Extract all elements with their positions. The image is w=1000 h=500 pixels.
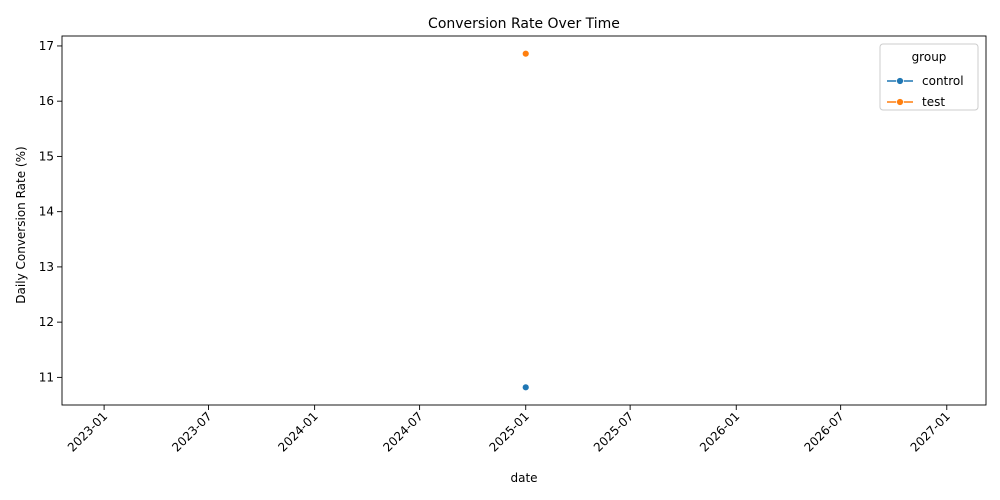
legend: group control test xyxy=(879,43,979,111)
y-tick-label: 15 xyxy=(39,149,54,163)
y-axis-label: Daily Conversion Rate (%) xyxy=(14,146,28,303)
legend-label: control xyxy=(922,74,964,88)
x-tick-label: 2026-01 xyxy=(697,409,742,454)
legend-item-test: test xyxy=(887,95,945,109)
y-tick-label: 11 xyxy=(39,370,54,384)
y-tick-label: 12 xyxy=(39,315,54,329)
x-tick-label: 2027-01 xyxy=(908,409,953,454)
x-axis-label: date xyxy=(510,471,537,485)
chart-title: Conversion Rate Over Time xyxy=(428,16,620,32)
legend-title: group xyxy=(912,50,947,64)
series-control xyxy=(521,383,530,392)
plot-frame xyxy=(61,35,987,406)
y-tick-label: 13 xyxy=(39,260,54,274)
x-tick-label: 2023-01 xyxy=(65,409,110,454)
legend-marker xyxy=(896,77,904,85)
legend-item-control: control xyxy=(887,74,964,88)
x-axis: 2023-01 2023-07 2024-01 2024-07 2025-01 2025-… xyxy=(65,405,953,455)
y-tick-label: 17 xyxy=(39,39,54,53)
x-tick-label: 2024-07 xyxy=(380,409,425,454)
series-test xyxy=(521,49,530,58)
x-tick-label: 2026-07 xyxy=(801,409,846,454)
x-tick-label: 2025-01 xyxy=(486,409,531,454)
x-tick-label: 2025-07 xyxy=(591,409,636,454)
data-point xyxy=(521,49,530,58)
plot-area xyxy=(61,35,987,406)
legend-label: test xyxy=(922,95,945,109)
y-tick-label: 16 xyxy=(39,94,54,108)
y-axis: 11 12 13 14 15 16 17 xyxy=(39,39,62,384)
x-tick-label: 2023-07 xyxy=(169,409,214,454)
x-tick-label: 2024-01 xyxy=(275,409,320,454)
legend-box xyxy=(879,43,979,111)
data-point xyxy=(521,383,530,392)
legend-marker xyxy=(896,98,904,106)
y-tick-label: 14 xyxy=(39,205,54,219)
